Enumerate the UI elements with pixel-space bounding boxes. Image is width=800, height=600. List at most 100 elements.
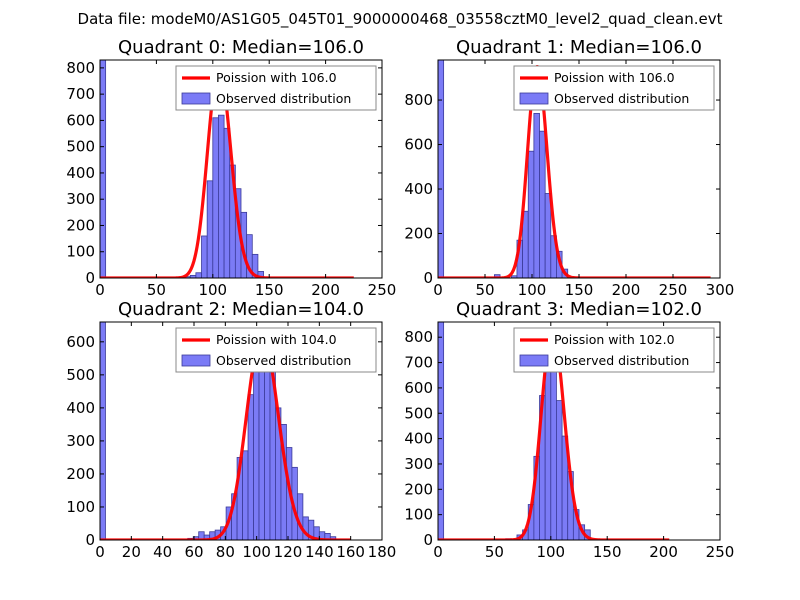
histogram-bar (247, 394, 254, 540)
y-tick-label: 400 (404, 180, 433, 198)
histogram-bar (438, 60, 445, 278)
x-tick-label: 100 (518, 281, 547, 299)
x-tick-label: 50 (485, 543, 504, 561)
x-tick-label: 140 (305, 543, 334, 561)
y-tick-label: 300 (66, 432, 95, 450)
x-tick-label: 60 (184, 543, 203, 561)
legend-curve-label: Poission with 104.0 (216, 332, 337, 347)
y-tick-label: 0 (85, 531, 95, 549)
histogram-bar (493, 274, 501, 278)
y-tick-label: 500 (404, 404, 433, 422)
x-tick-label: 50 (147, 281, 166, 299)
histogram-bar (251, 253, 259, 278)
legend-bars-swatch (519, 354, 549, 367)
y-tick-label: 400 (66, 164, 95, 182)
x-tick-label: 80 (216, 543, 235, 561)
quadrant-2-title: Quadrant 2: Median=104.0 (118, 299, 364, 320)
x-tick-label: 100 (198, 281, 227, 299)
histogram-bar (195, 272, 202, 278)
y-tick-label: 800 (66, 59, 95, 77)
x-tick-label: 250 (706, 543, 735, 561)
histogram-bar (257, 271, 264, 278)
x-tick-label: 200 (612, 281, 641, 299)
y-tick-label: 700 (66, 85, 95, 103)
y-tick-label: 800 (404, 91, 433, 109)
y-tick-label: 200 (404, 225, 433, 243)
y-tick-label: 100 (404, 506, 433, 524)
quadrant-3-title: Quadrant 3: Median=102.0 (456, 299, 702, 320)
legend-bars-label: Observed distribution (216, 91, 351, 106)
legend-bars-label: Observed distribution (216, 353, 351, 368)
y-tick-label: 600 (404, 136, 433, 154)
x-tick-label: 120 (274, 543, 303, 561)
histogram-bar (223, 127, 231, 278)
histogram-bar (242, 450, 249, 540)
histogram-bar (201, 235, 208, 278)
y-tick-label: 600 (404, 379, 433, 397)
y-tick-label: 400 (66, 399, 95, 417)
quadrant-3-legend: Poission with 102.0 Observed distribution (513, 327, 715, 373)
y-tick-label: 800 (404, 328, 433, 346)
x-tick-label: 300 (706, 281, 735, 299)
quadrant-2-axes-frame (99, 321, 383, 541)
y-tick-label: 200 (404, 480, 433, 498)
legend-curve-label: Poission with 102.0 (554, 332, 675, 347)
y-tick-label: 600 (66, 111, 95, 129)
y-tick-label: 700 (404, 354, 433, 372)
legend-curve-label: Poission with 106.0 (216, 70, 337, 85)
quadrant-1-panel: Quadrant 1: Median=106.0 0 50 100 150 200 250 3… (404, 37, 734, 299)
histogram-bar (206, 180, 214, 278)
y-tick-label: 0 (423, 531, 433, 549)
quadrant-0-panel: Quadrant 0: Median=106.0 0 50 100 150 200 250 0… (66, 37, 396, 299)
histogram-bar (544, 193, 552, 278)
x-tick-label: 200 (649, 543, 678, 561)
histogram-bar (212, 117, 219, 278)
y-tick-label: 100 (66, 243, 95, 261)
x-tick-label: 0 (433, 281, 443, 299)
x-tick-label: 150 (593, 543, 622, 561)
legend-curve-label: Poission with 106.0 (554, 70, 675, 85)
y-tick-label: 100 (66, 498, 95, 516)
y-tick-label: 500 (66, 138, 95, 156)
poisson-curve (100, 333, 352, 540)
y-tick-label: 600 (66, 333, 95, 351)
x-tick-label: 200 (311, 281, 340, 299)
histogram-bar (539, 130, 546, 278)
x-tick-label: 50 (475, 281, 494, 299)
histogram-bar (527, 150, 535, 278)
histogram-bar (264, 357, 271, 540)
x-tick-label: 40 (153, 543, 172, 561)
legend-bars-swatch (519, 92, 549, 105)
y-tick-label: 300 (404, 455, 433, 473)
y-tick-label: 0 (85, 269, 95, 287)
y-tick-label: 200 (66, 465, 95, 483)
figure-suptitle: Data file: modeM0/AS1G05_045T01_90000004… (78, 10, 723, 29)
y-tick-label: 0 (423, 269, 433, 287)
histogram-bar (544, 354, 552, 540)
quadrant-3-axes-frame (437, 321, 721, 541)
y-tick-label: 200 (66, 216, 95, 234)
histogram-bar (556, 400, 563, 540)
quadrant-3-panel: Quadrant 3: Median=102.0 0 50 100 150 200 250 0… (404, 299, 734, 561)
histogram-bar (533, 112, 540, 278)
legend-bars-swatch (181, 92, 211, 105)
histogram-bar (100, 60, 107, 278)
quadrant-1-title: Quadrant 1: Median=106.0 (456, 37, 702, 58)
x-tick-label: 20 (122, 543, 141, 561)
x-tick-label: 100 (536, 543, 565, 561)
x-tick-label: 250 (659, 281, 688, 299)
legend-bars-label: Observed distribution (554, 91, 689, 106)
x-tick-label: 180 (368, 543, 397, 561)
quadrant-0-legend: Poission with 106.0 Observed distribution (175, 65, 377, 111)
quadrant-2-legend: Poission with 104.0 Observed distribution (175, 327, 377, 373)
y-tick-label: 400 (404, 430, 433, 448)
y-tick-label: 300 (66, 190, 95, 208)
histogram-bar (253, 348, 260, 540)
quadrant-2-panel: Quadrant 2: Median=104.00 20 40 60 80 100 120 1… (66, 299, 396, 561)
x-tick-label: 0 (95, 281, 105, 299)
y-tick-label: 500 (66, 366, 95, 384)
x-tick-label: 100 (242, 543, 271, 561)
histogram-bar (258, 361, 265, 540)
histogram-bar (550, 364, 557, 540)
histogram-bar (438, 322, 445, 540)
